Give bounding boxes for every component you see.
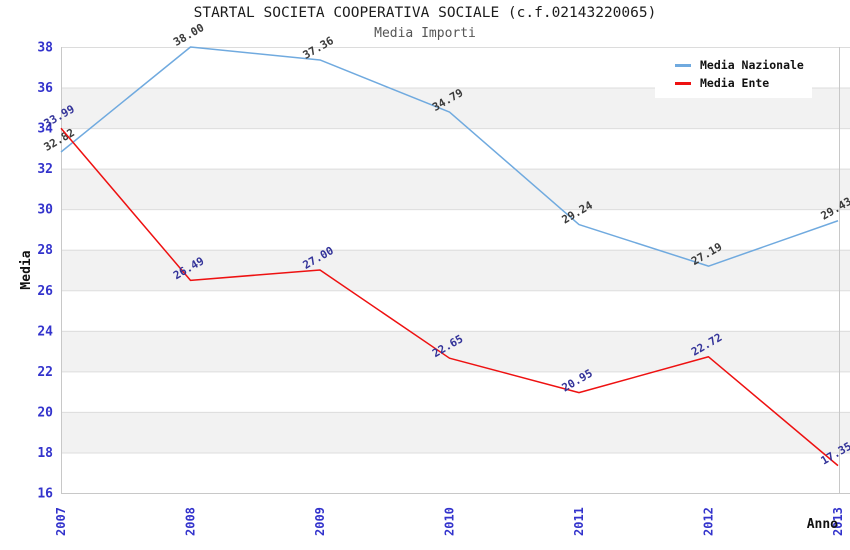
line-media-ente (60, 127, 839, 467)
legend-label-media-ente: Media Ente (700, 76, 770, 90)
plot-band (61, 168, 850, 210)
point-label-media-nazionale: 38.00 (171, 21, 206, 49)
x-tick-label: 2010 (443, 507, 457, 536)
chart-subtitle: Media Importi (374, 26, 476, 41)
chart-title: STARTAL SOCIETA COOPERATIVA SOCIALE (c.f… (193, 5, 657, 21)
x-tick-label: 2012 (702, 507, 716, 536)
x-tick-label: 2007 (54, 507, 68, 536)
media-nazionale-line-swatch (675, 63, 691, 67)
plot-band (61, 411, 850, 453)
x-tick-label: 2009 (313, 507, 327, 536)
y-tick-label: 18 (37, 446, 53, 461)
media-ente-line-swatch (675, 81, 691, 85)
point-label-media-nazionale: 37.36 (301, 34, 337, 62)
y-tick-label: 22 (37, 365, 53, 380)
y-tick-label: 36 (37, 81, 53, 96)
y-tick-label: 38 (37, 41, 53, 56)
plot-band (61, 249, 850, 291)
y-axis-title: Media (19, 250, 34, 289)
y-tick-label: 24 (37, 324, 53, 339)
x-tick-label: 2011 (572, 507, 586, 536)
y-tick-label: 26 (37, 284, 53, 299)
x-axis-title: Anno (807, 517, 838, 532)
x-tick-label: 2008 (184, 507, 198, 536)
y-tick-label: 30 (37, 203, 53, 218)
legend-label-media-nazionale: Media Nazionale (700, 58, 804, 72)
x-tick-label: 2013 (831, 507, 845, 536)
y-tick-label: 34 (37, 122, 53, 137)
y-tick-label: 28 (37, 243, 53, 258)
legend-item-media-nazionale: Media Nazionale (675, 56, 812, 74)
y-tick-label: 16 (37, 487, 53, 502)
legend: Media Nazionale Media Ente (655, 48, 812, 98)
y-tick-label: 32 (37, 162, 53, 177)
legend-item-media-ente: Media Ente (675, 74, 812, 92)
y-tick-label: 20 (37, 405, 53, 420)
line-media-nazionale (60, 46, 839, 267)
